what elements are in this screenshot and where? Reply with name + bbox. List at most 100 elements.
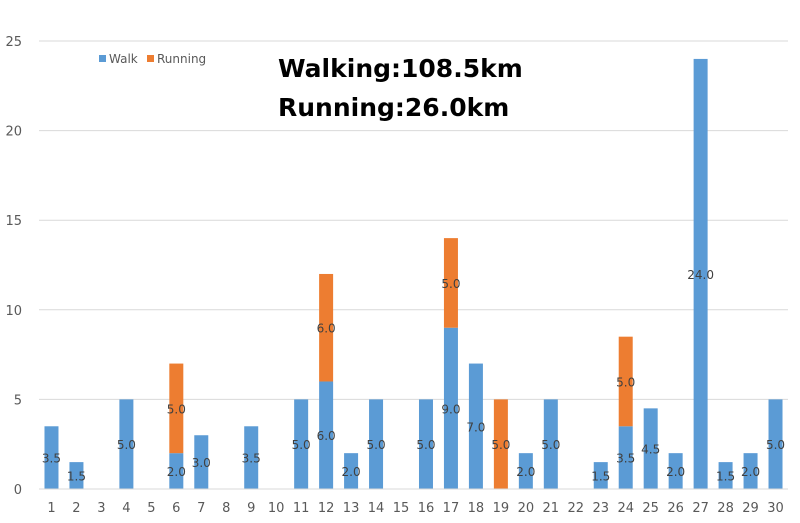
bar-walk xyxy=(743,453,758,489)
x-tick-label: 28 xyxy=(717,501,734,516)
data-label-walk: 2.0 xyxy=(167,465,186,479)
data-label-walk: 4.5 xyxy=(641,443,660,457)
x-tick-label: 20 xyxy=(518,501,535,516)
data-labels: 3.5 1.5 5.0 2.0 5.0 3.0 3.5 5.0 6.0 6.0 2.0 5.0 5.0 9… xyxy=(42,268,785,484)
x-tick-label: 21 xyxy=(543,501,560,516)
legend: Walk Running xyxy=(99,52,206,66)
x-tick-label: 4 xyxy=(122,501,130,516)
data-label-walk: 3.5 xyxy=(242,452,261,466)
bar-walk xyxy=(468,363,483,489)
data-label-walk: 5.0 xyxy=(766,438,785,452)
bar-walk xyxy=(593,462,608,489)
bar-walk xyxy=(369,399,384,489)
data-label-walk: 24.0 xyxy=(687,268,714,282)
bar-walk xyxy=(518,453,533,489)
data-label-walk: 5.0 xyxy=(367,438,386,452)
y-tick-label: 25 xyxy=(5,35,22,50)
x-tick-label: 14 xyxy=(368,501,385,516)
bar-walk xyxy=(668,453,683,489)
x-tick-label: 11 xyxy=(293,501,310,516)
x-tick-label: 30 xyxy=(767,501,784,516)
data-label-walk: 3.0 xyxy=(192,456,211,470)
bar-walk xyxy=(543,399,558,489)
data-label-walk: 2.0 xyxy=(741,465,760,479)
data-label-running: 5.0 xyxy=(167,402,186,416)
data-label-walk: 9.0 xyxy=(441,402,460,416)
legend-label-walk: Walk xyxy=(109,52,138,66)
data-label-running: 5.0 xyxy=(616,375,635,389)
bar-running xyxy=(443,238,458,328)
data-label-running: 6.0 xyxy=(317,322,336,336)
bar-running xyxy=(493,399,508,489)
y-tick-label: 0 xyxy=(14,483,22,498)
x-tick-label: 24 xyxy=(617,501,634,516)
bar-walk xyxy=(119,399,134,489)
data-label-walk: 2.0 xyxy=(342,465,361,479)
x-tick-label: 2 xyxy=(72,501,80,516)
bar-walk xyxy=(294,399,309,489)
bar-walk xyxy=(244,426,259,489)
bar-walk xyxy=(194,435,209,489)
data-label-walk: 2.0 xyxy=(666,465,685,479)
data-label-walk: 2.0 xyxy=(516,465,535,479)
bars xyxy=(44,58,783,490)
data-label-walk: 6.0 xyxy=(317,429,336,443)
x-tick-label: 9 xyxy=(247,501,255,516)
data-label-walk: 5.0 xyxy=(117,438,136,452)
data-label-walk: 5.0 xyxy=(292,438,311,452)
legend-swatch-walk xyxy=(99,55,106,62)
bar-walk xyxy=(768,399,783,489)
data-label-walk: 5.0 xyxy=(416,438,435,452)
data-label-running: 5.0 xyxy=(441,277,460,291)
x-tick-label: 1 xyxy=(47,501,55,516)
x-tick-label: 17 xyxy=(443,501,460,516)
y-tick-label: 5 xyxy=(14,393,22,408)
x-tick-label: 10 xyxy=(268,501,285,516)
running-total: Running:26.0km xyxy=(278,93,510,122)
legend-label-running: Running xyxy=(157,52,206,66)
y-tick-label: 15 xyxy=(5,214,22,229)
x-tick-label: 19 xyxy=(493,501,510,516)
y-axis-ticks: 0 5 10 15 20 25 xyxy=(5,35,22,498)
x-tick-label: 8 xyxy=(222,501,230,516)
x-tick-label: 15 xyxy=(393,501,410,516)
x-axis-ticks: 1 2 3 4 5 6 7 8 9 10 11 12 13 14 15 16 17 18 19 20 21 22 23 24 2… xyxy=(47,501,783,516)
x-tick-label: 26 xyxy=(667,501,684,516)
x-tick-label: 5 xyxy=(147,501,155,516)
bar-running xyxy=(319,273,334,382)
bar-walk xyxy=(319,381,334,489)
bar-running xyxy=(618,336,633,427)
bar-walk xyxy=(643,408,658,489)
x-tick-label: 18 xyxy=(468,501,485,516)
data-label-walk: 7.0 xyxy=(466,420,485,434)
x-tick-label: 29 xyxy=(742,501,759,516)
x-tick-label: 23 xyxy=(592,501,609,516)
bar-walk xyxy=(169,453,184,489)
x-tick-label: 7 xyxy=(197,501,205,516)
x-tick-label: 16 xyxy=(418,501,435,516)
bar-walk xyxy=(344,453,359,489)
data-label-walk: 1.5 xyxy=(67,470,86,484)
bar-walk xyxy=(618,426,633,489)
data-label-walk: 1.5 xyxy=(716,470,735,484)
bar-running xyxy=(169,363,184,454)
x-tick-label: 22 xyxy=(568,501,585,516)
bar-walk xyxy=(69,462,84,489)
bar-walk xyxy=(44,426,59,489)
gridlines xyxy=(39,40,788,400)
walking-total: Walking:108.5km xyxy=(278,54,523,83)
legend-swatch-running xyxy=(147,55,154,62)
data-label-walk: 1.5 xyxy=(591,470,610,484)
bar-walk xyxy=(693,58,708,490)
bar-walk xyxy=(418,399,433,489)
y-tick-label: 20 xyxy=(5,125,22,140)
x-tick-label: 27 xyxy=(692,501,709,516)
x-tick-label: 13 xyxy=(343,501,360,516)
x-tick-label: 3 xyxy=(97,501,105,516)
bar-walk xyxy=(443,327,458,489)
data-label-walk: 3.5 xyxy=(42,452,61,466)
y-tick-label: 10 xyxy=(5,304,22,319)
x-tick-label: 25 xyxy=(642,501,659,516)
x-tick-label: 12 xyxy=(318,501,335,516)
